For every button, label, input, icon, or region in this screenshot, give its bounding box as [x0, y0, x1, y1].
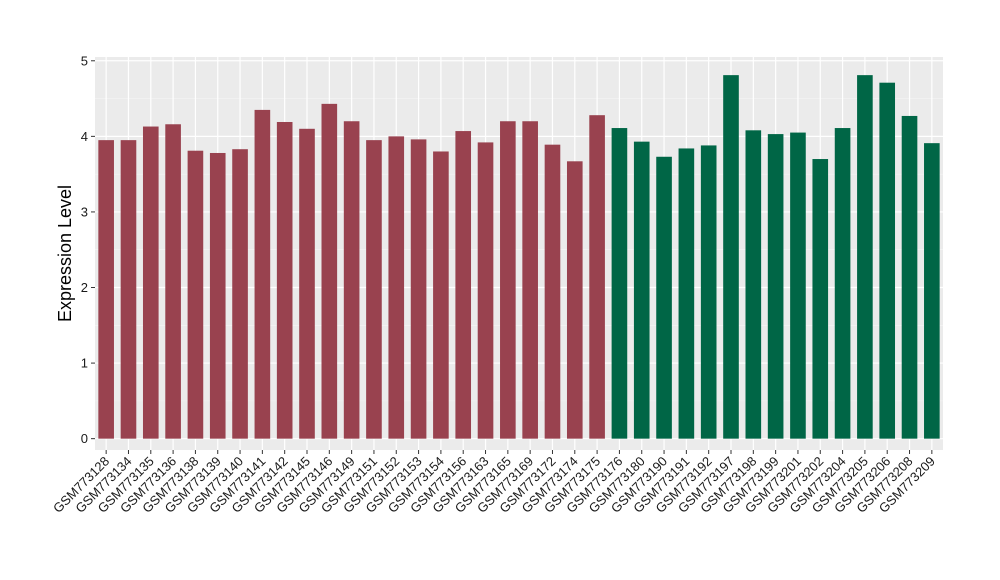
bar-GSM773142: [276, 121, 293, 439]
bar-GSM773198: [745, 130, 762, 439]
bar-GSM773136: [165, 124, 181, 439]
bar-GSM773154: [433, 151, 449, 439]
bar-GSM773138: [187, 150, 204, 439]
bar-GSM773192: [700, 145, 717, 439]
bar-GSM773165: [500, 121, 516, 439]
bar-GSM773180: [633, 141, 650, 439]
bar-GSM773176: [611, 128, 628, 439]
bar-GSM773202: [812, 159, 829, 439]
bar-GSM773191: [678, 148, 695, 439]
y-tick-label: 0: [81, 431, 88, 446]
bar-GSM773140: [232, 149, 248, 439]
y-axis: 0 1 2 3 4 5: [81, 53, 95, 446]
bar-GSM773135: [142, 126, 159, 439]
bar-GSM773204: [834, 128, 851, 439]
bar-GSM773151: [366, 140, 382, 439]
y-tick-label: 1: [81, 356, 88, 371]
bar-GSM773209: [924, 143, 940, 439]
bar-GSM773156: [455, 131, 472, 439]
bar-GSM773128: [98, 140, 114, 439]
bar-GSM773201: [790, 132, 806, 439]
bar-GSM773172: [544, 144, 561, 439]
y-tick-label: 4: [81, 129, 88, 144]
bar-GSM773153: [410, 139, 427, 439]
bar-GSM773175: [589, 115, 605, 439]
bars: [98, 75, 940, 439]
bar-GSM773205: [857, 75, 873, 439]
y-tick-label: 2: [81, 280, 88, 295]
bar-GSM773139: [209, 152, 226, 439]
bar-GSM773134: [120, 140, 137, 439]
bar-GSM773206: [879, 82, 896, 439]
bar-GSM773149: [343, 121, 360, 439]
bar-GSM773190: [656, 156, 672, 439]
bar-GSM773169: [522, 121, 538, 439]
bar-GSM773145: [299, 128, 315, 439]
x-axis: GSM773128GSM773134GSM773135GSM773136GSM7…: [50, 450, 938, 516]
y-tick-label: 3: [81, 204, 88, 219]
bar-GSM773163: [477, 142, 494, 439]
bar-GSM773197: [723, 75, 739, 439]
bar-GSM773174: [566, 161, 583, 439]
y-axis-title: Expression Level: [55, 185, 75, 322]
bar-GSM773208: [901, 115, 918, 439]
bar-GSM773141: [254, 109, 271, 439]
bar-GSM773146: [321, 103, 338, 439]
bar-GSM773152: [388, 136, 405, 439]
bar-GSM773199: [767, 134, 784, 439]
y-tick-label: 5: [81, 53, 88, 68]
